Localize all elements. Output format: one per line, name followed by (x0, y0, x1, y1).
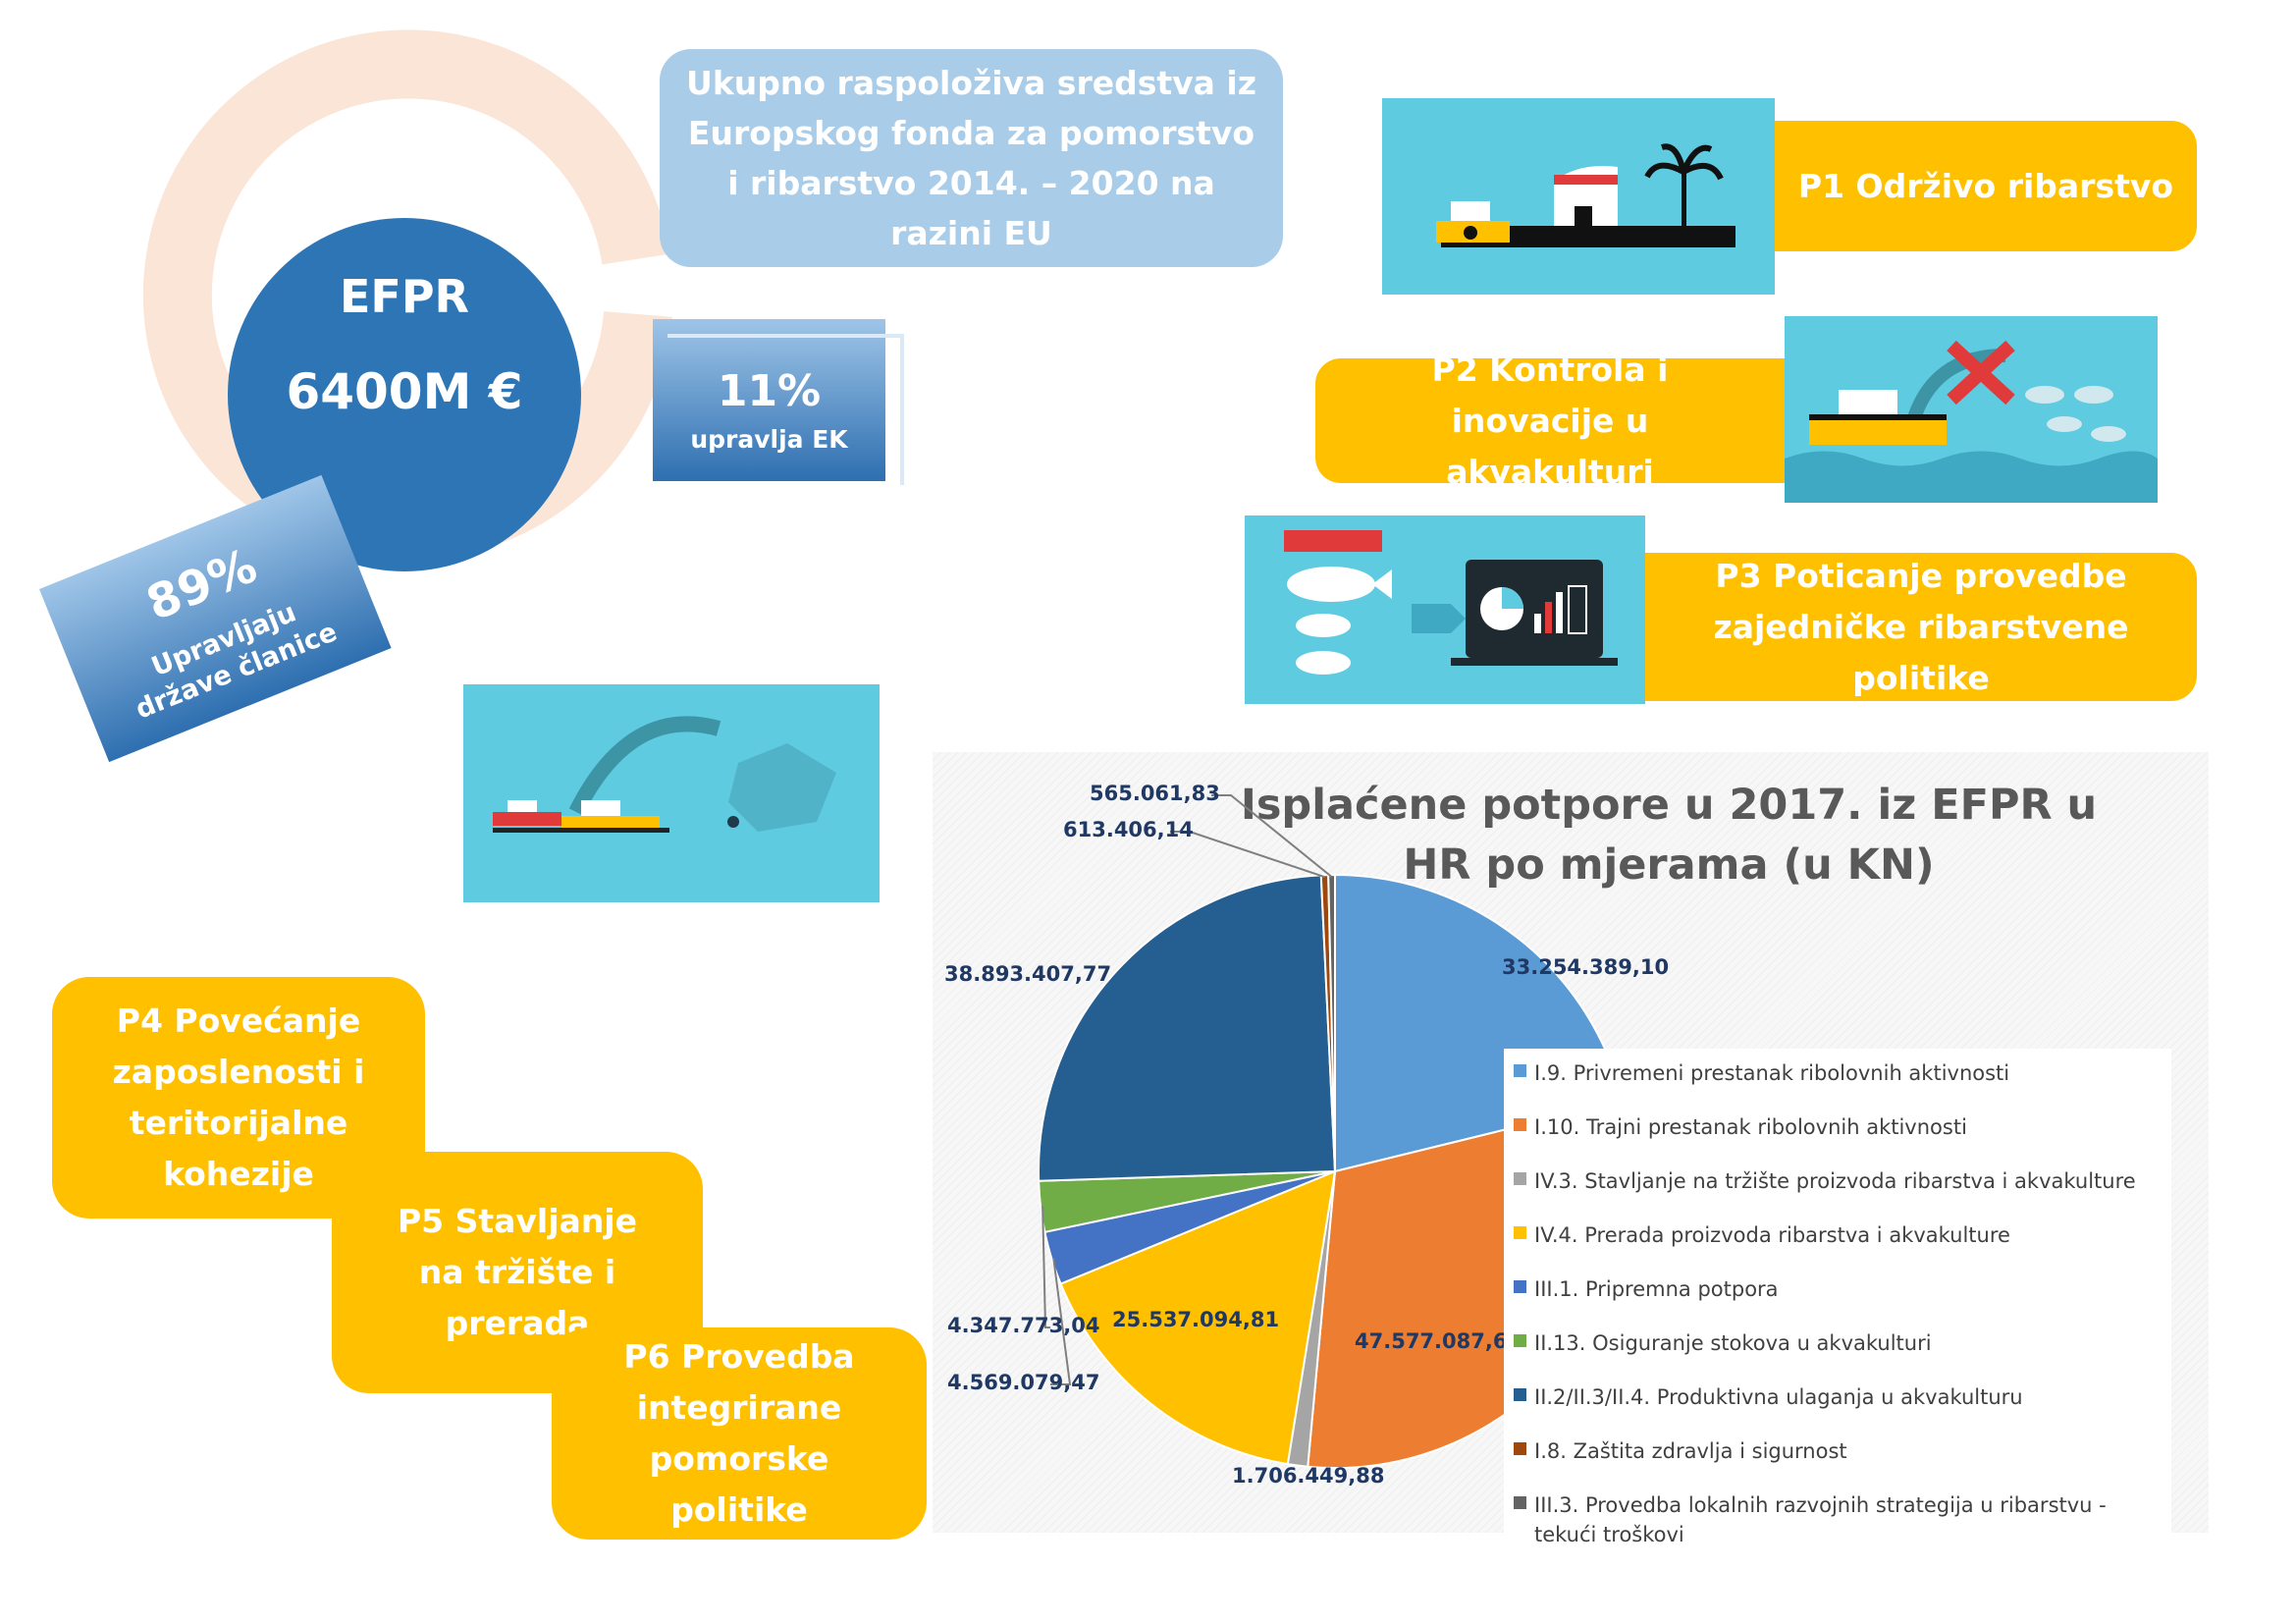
legend-item-6: II.2/II.3/II.4. Produktivna ulaganja u a… (1514, 1382, 2162, 1412)
efpr-name: EFPR (340, 270, 469, 323)
data-label-8: 565.061,83 (1090, 782, 1220, 805)
p6-label: P6 Provedba integrirane pomorske politik… (623, 1337, 855, 1529)
p3-icon-tile (1245, 515, 1645, 704)
legend-item-5: II.13. Osiguranje stokova u akvakulturi (1514, 1328, 2162, 1358)
legend-item-1: I.10. Trajni prestanak ribolovnih aktivn… (1514, 1112, 2162, 1142)
pie-slice-3 (1059, 1169, 1337, 1466)
legend-item-4: III.1. Pripremna potpora (1514, 1274, 2162, 1304)
data-label-6: 38.893.407,77 (944, 962, 1111, 986)
legend-swatch-3 (1514, 1226, 1526, 1239)
fish-laptop-stats-icon (1284, 530, 1618, 675)
data-label-1: 47.577.087,66 (1355, 1329, 1522, 1353)
p1-label-box: P1 Održivo ribarstvo (1775, 121, 2197, 251)
leader-line-4 (1050, 1257, 1072, 1385)
p4-label: P4 Povećanje zaposlenosti i teritorijaln… (112, 1001, 365, 1193)
legend-swatch-4 (1514, 1280, 1526, 1293)
legend-swatch-0 (1514, 1064, 1526, 1077)
data-label-0: 33.254.389,10 (1502, 955, 1669, 979)
fleet-tile (463, 684, 880, 902)
data-label-2: 1.706.449,88 (1232, 1464, 1384, 1488)
legend-item-3: IV.4. Prerada proizvoda ribarstva i akva… (1514, 1220, 2162, 1250)
data-label-7: 613.406,14 (1063, 818, 1194, 841)
legend-label-0: I.9. Privremeni prestanak ribolovnih akt… (1534, 1061, 2010, 1085)
legend-swatch-1 (1514, 1118, 1526, 1131)
chart-legend: I.9. Privremeni prestanak ribolovnih akt… (1504, 1049, 2171, 1546)
legend-label-8: III.3. Provedba lokalnih razvojnih strat… (1534, 1493, 2107, 1546)
legend-item-8: III.3. Provedba lokalnih razvojnih strat… (1514, 1490, 2162, 1549)
p3-label: P3 Poticanje provedbe zajedničke ribarst… (1713, 556, 2129, 697)
legend-swatch-7 (1514, 1442, 1526, 1455)
legend-label-1: I.10. Trajni prestanak ribolovnih aktivn… (1534, 1115, 1967, 1139)
legend-swatch-8 (1514, 1496, 1526, 1509)
leader-line-8 (1211, 794, 1333, 878)
leader-line-5 (1041, 1206, 1050, 1328)
data-label-5: 4.347.773,04 (947, 1314, 1099, 1337)
p5-label: P5 Stavljanje na tržište i prerada (397, 1202, 638, 1342)
headline-text: Ukupno raspoloživa sredstva iz Europskog… (686, 64, 1256, 252)
headline-box: Ukupno raspoloživa sredstva iz Europskog… (660, 49, 1283, 267)
p2-icon-tile (1785, 316, 2158, 503)
ek-share-label: upravlja EK (690, 425, 848, 454)
fishing-boat-no-fish-icon (1785, 340, 2158, 503)
legend-swatch-6 (1514, 1388, 1526, 1401)
harbor-boat-palm-icon (1436, 143, 1735, 247)
legend-item-0: I.9. Privremeni prestanak ribolovnih akt… (1514, 1058, 2162, 1088)
boats-europe-map-icon (493, 716, 836, 833)
legend-label-5: II.13. Osiguranje stokova u akvakulturi (1534, 1331, 1932, 1355)
p1-label: P1 Održivo ribarstvo (1797, 167, 2174, 205)
data-label-4: 4.569.079,47 (947, 1371, 1099, 1394)
legend-swatch-2 (1514, 1172, 1526, 1185)
efpr-amount: 6400M € (286, 363, 523, 420)
leader-line-7 (1170, 831, 1325, 879)
legend-label-2: IV.3. Stavljanje na tržište proizvoda ri… (1534, 1169, 2136, 1193)
data-label-3: 25.537.094,81 (1112, 1308, 1279, 1331)
ek-share-percent: 11% (717, 366, 822, 416)
legend-label-4: III.1. Pripremna potpora (1534, 1277, 1779, 1301)
legend-label-7: I.8. Zaštita zdravlja i sigurnost (1534, 1439, 1847, 1463)
p1-icon-tile (1382, 98, 1775, 295)
ek-share-flag: 11% upravlja EK (653, 319, 885, 481)
p6-label-box: P6 Provedba integrirane pomorske politik… (552, 1327, 927, 1540)
p2-label: P2 Kontrola i inovacije u akvakulturi (1431, 350, 1669, 491)
legend-item-7: I.8. Zaštita zdravlja i sigurnost (1514, 1436, 2162, 1466)
p2-label-box: P2 Kontrola i inovacije u akvakulturi (1315, 351, 1785, 491)
pie-slice-6 (1038, 874, 1337, 1182)
ek-flag-shadow (667, 334, 904, 485)
legend-label-3: IV.4. Prerada proizvoda ribarstva i akva… (1534, 1223, 2010, 1247)
legend-item-2: IV.3. Stavljanje na tržište proizvoda ri… (1514, 1166, 2162, 1196)
chart-title: Isplaćene potpore u 2017. iz EFPR u HR p… (1240, 781, 2098, 890)
p3-label-box: P3 Poticanje provedbe zajedničke ribarst… (1645, 553, 2197, 701)
legend-label-6: II.2/II.3/II.4. Produktivna ulaganja u a… (1534, 1385, 2023, 1409)
legend-swatch-5 (1514, 1334, 1526, 1347)
